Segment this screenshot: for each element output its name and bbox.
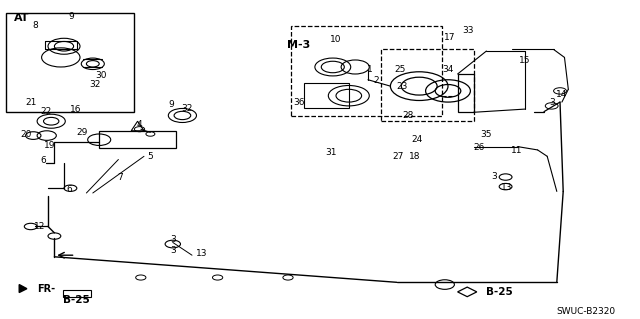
Text: 14: 14 xyxy=(556,90,568,99)
Text: 21: 21 xyxy=(25,98,36,107)
Polygon shape xyxy=(19,285,27,293)
Text: 9: 9 xyxy=(69,12,74,21)
Text: FR-: FR- xyxy=(37,284,55,294)
Text: 1: 1 xyxy=(367,65,372,74)
Text: 28: 28 xyxy=(403,111,414,120)
Text: 17: 17 xyxy=(444,33,455,42)
Text: 8: 8 xyxy=(33,21,38,30)
Text: 9: 9 xyxy=(169,100,174,109)
Text: AT: AT xyxy=(14,12,29,23)
Bar xyxy=(458,74,474,112)
Text: 24: 24 xyxy=(412,135,423,144)
Text: 13: 13 xyxy=(196,249,207,258)
Text: 5: 5 xyxy=(148,152,153,161)
Text: SWUC-B2320: SWUC-B2320 xyxy=(557,307,616,315)
Text: B-25: B-25 xyxy=(63,295,90,305)
Text: 11: 11 xyxy=(511,146,523,155)
Text: 34: 34 xyxy=(442,65,454,74)
Text: 32: 32 xyxy=(89,80,100,89)
Text: 13: 13 xyxy=(501,183,513,192)
Text: 12: 12 xyxy=(34,222,45,231)
Bar xyxy=(6,13,134,112)
Text: 30: 30 xyxy=(95,71,107,80)
Text: 32: 32 xyxy=(181,104,193,113)
Text: 6: 6 xyxy=(41,156,46,165)
Bar xyxy=(381,49,474,121)
Text: 26: 26 xyxy=(473,143,484,152)
Text: 22: 22 xyxy=(40,107,52,116)
Text: 4: 4 xyxy=(137,120,142,129)
Text: 10: 10 xyxy=(330,35,342,44)
Text: 18: 18 xyxy=(409,152,420,161)
Text: 16: 16 xyxy=(70,105,81,114)
Text: M-3: M-3 xyxy=(287,40,310,50)
Text: 6: 6 xyxy=(67,185,72,194)
Bar xyxy=(99,131,176,148)
Text: 3: 3 xyxy=(170,246,175,255)
Text: 15: 15 xyxy=(519,56,531,65)
Text: 29: 29 xyxy=(76,128,88,137)
Text: 7: 7 xyxy=(118,173,123,182)
Bar xyxy=(304,83,349,108)
Text: 35: 35 xyxy=(481,130,492,139)
Text: 20: 20 xyxy=(20,130,31,139)
Text: 27: 27 xyxy=(392,152,404,161)
Bar xyxy=(291,26,442,116)
Text: 3: 3 xyxy=(492,172,497,181)
Text: 25: 25 xyxy=(394,65,406,74)
Text: 3: 3 xyxy=(170,235,175,244)
Text: 31: 31 xyxy=(326,148,337,157)
Text: 2: 2 xyxy=(374,76,379,85)
Text: 19: 19 xyxy=(44,141,56,150)
Text: B-25: B-25 xyxy=(486,287,513,297)
Text: 23: 23 xyxy=(396,82,408,91)
Text: 36: 36 xyxy=(294,98,305,107)
Text: 33: 33 xyxy=(463,26,474,35)
Text: 3: 3 xyxy=(549,98,554,107)
Bar xyxy=(63,290,91,297)
